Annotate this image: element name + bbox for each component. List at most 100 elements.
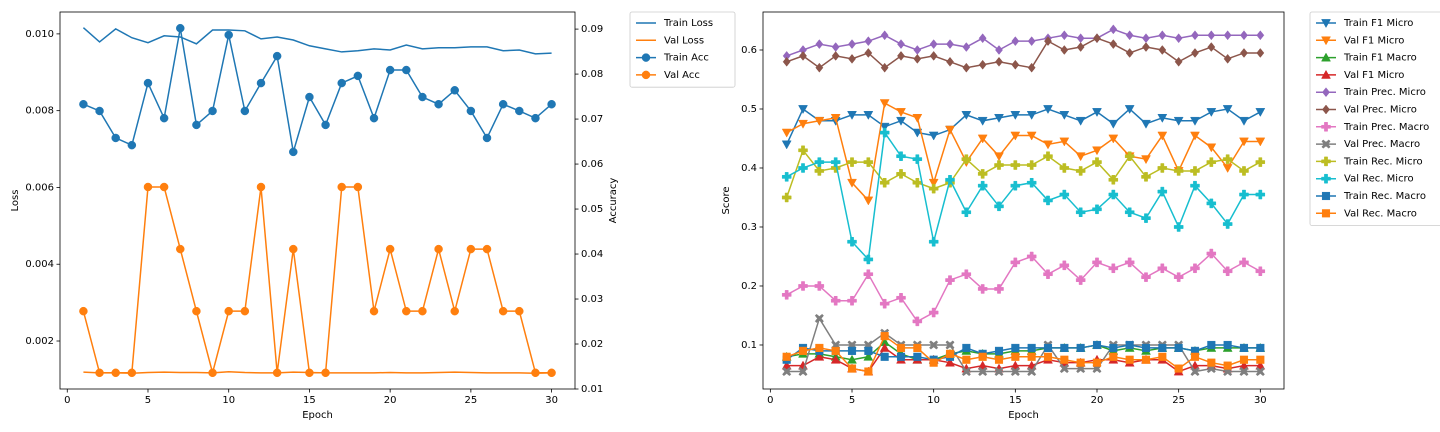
marker <box>946 39 954 49</box>
marker <box>1158 45 1167 55</box>
marker <box>1174 364 1183 373</box>
marker <box>962 62 971 73</box>
marker <box>321 368 330 378</box>
marker <box>863 269 874 279</box>
marker <box>111 368 120 378</box>
marker <box>782 56 791 67</box>
marker <box>798 281 808 291</box>
legend-label: Train Acc <box>663 53 709 64</box>
marker <box>450 306 459 316</box>
marker <box>782 352 791 361</box>
marker <box>1190 180 1200 191</box>
marker <box>1239 189 1249 200</box>
marker <box>945 275 955 285</box>
marker <box>961 269 972 279</box>
marker <box>847 295 857 306</box>
marker <box>978 33 987 44</box>
marker <box>256 182 266 192</box>
marker <box>1157 163 1168 173</box>
marker <box>830 157 841 167</box>
marker <box>814 313 824 323</box>
marker <box>814 281 825 291</box>
legend-label: Val Rec. Macro <box>1344 208 1417 219</box>
marker <box>418 306 427 316</box>
marker <box>830 295 841 306</box>
marker <box>192 306 201 316</box>
marker <box>1222 219 1233 229</box>
marker <box>781 360 792 370</box>
marker <box>337 182 346 192</box>
x-tick-label: 30 <box>1254 395 1267 406</box>
marker <box>1157 113 1168 123</box>
marker <box>798 105 808 115</box>
marker <box>240 306 250 316</box>
marker <box>863 111 874 120</box>
marker <box>240 106 250 116</box>
marker <box>1158 30 1167 41</box>
marker <box>466 106 476 116</box>
marker <box>1026 111 1037 120</box>
marker <box>896 169 906 179</box>
marker <box>1060 45 1069 55</box>
y-tick-label: 0.2 <box>741 281 757 292</box>
marker <box>1142 33 1150 44</box>
legend-label: Val F1 Micro <box>1344 35 1404 46</box>
marker <box>1206 143 1217 153</box>
marker <box>289 244 298 254</box>
marker <box>79 99 88 109</box>
legend-label: Train Rec. Micro <box>1343 156 1423 167</box>
marker <box>466 244 476 254</box>
marker <box>1191 30 1199 41</box>
marker <box>353 182 363 192</box>
marker <box>1141 119 1151 129</box>
marker <box>847 157 857 167</box>
marker <box>814 351 825 361</box>
marker <box>1191 48 1199 58</box>
y-tick-label: 0.6 <box>741 45 757 56</box>
legend-label: Val Prec. Micro <box>1344 105 1417 116</box>
y-tick-label: 0.5 <box>741 104 757 115</box>
marker <box>912 128 923 138</box>
marker <box>531 368 540 378</box>
marker <box>1092 157 1102 167</box>
marker <box>1059 111 1070 120</box>
marker <box>1255 137 1266 147</box>
marker <box>994 355 1004 364</box>
marker <box>1026 251 1037 262</box>
marker <box>815 62 824 73</box>
marker <box>515 306 524 316</box>
y2-tick-label: 0.02 <box>581 339 603 350</box>
legend-label: Train Prec. Micro <box>1343 87 1426 98</box>
marker <box>450 86 459 95</box>
marker <box>896 352 906 361</box>
marker <box>1043 140 1053 150</box>
marker <box>1060 343 1069 352</box>
marker <box>1190 131 1200 141</box>
marker <box>928 307 939 318</box>
marker <box>1255 108 1266 117</box>
marker <box>1027 62 1036 73</box>
marker <box>994 160 1004 170</box>
marker <box>337 78 346 88</box>
marker <box>1207 30 1216 41</box>
marker <box>830 354 841 364</box>
marker <box>961 207 972 217</box>
marker <box>879 99 890 109</box>
x-tick-label: 10 <box>927 395 940 406</box>
marker <box>928 178 939 188</box>
marker <box>1190 352 1200 361</box>
y-tick-label: 0.3 <box>741 222 757 233</box>
x-tick-label: 20 <box>1091 395 1104 406</box>
marker <box>1010 257 1021 268</box>
x-tick-label: 25 <box>465 395 478 406</box>
marker <box>192 120 201 130</box>
marker <box>95 368 104 378</box>
marker <box>1157 186 1168 197</box>
marker <box>1027 352 1036 361</box>
legend-marker <box>641 53 651 62</box>
marker <box>896 343 906 352</box>
marker <box>1141 213 1151 223</box>
marker <box>1206 198 1217 209</box>
marker <box>1124 207 1135 217</box>
marker <box>896 116 906 126</box>
